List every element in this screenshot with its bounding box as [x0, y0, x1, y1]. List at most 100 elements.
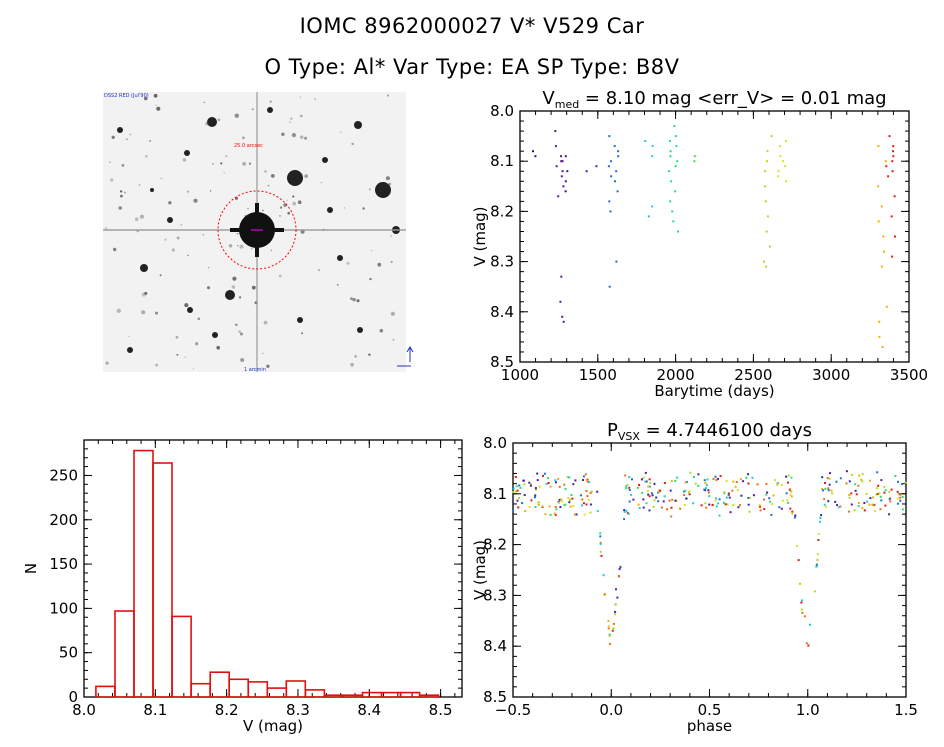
lightcurve-point [560, 275, 563, 278]
histogram-bar [285, 680, 307, 698]
phased-point [737, 506, 740, 509]
phased-point [863, 509, 866, 512]
phased-point [626, 483, 629, 486]
phased-point [647, 489, 649, 492]
phased-point [586, 478, 589, 481]
phased-point [545, 482, 548, 485]
phased-point [613, 613, 616, 616]
star-types-subtitle: O Type: Al* Var Type: EA SP Type: B8V [264, 55, 680, 79]
faint-star [301, 332, 304, 335]
phased-point [758, 504, 761, 507]
phased-point [830, 489, 833, 492]
phased-point [585, 503, 588, 506]
phased-point [516, 499, 519, 502]
phased-point [628, 489, 631, 491]
phased-point [879, 508, 882, 511]
phased-point [688, 490, 691, 493]
phased-point [772, 494, 775, 497]
faint-star [346, 261, 350, 265]
phased-point [533, 496, 536, 499]
lightcurve-point [892, 145, 895, 148]
phased-point [817, 553, 819, 555]
phased-point [728, 492, 730, 495]
phased-point [582, 479, 584, 481]
phased-point [897, 491, 900, 494]
phased-point [716, 477, 719, 480]
faint-star [231, 285, 236, 289]
phased-point [671, 498, 674, 501]
phased-point [718, 514, 721, 517]
faint-star [109, 161, 111, 163]
phased-point [657, 500, 660, 503]
phased-point [675, 499, 678, 502]
lightcurve-point [765, 230, 768, 233]
faint-star [356, 299, 360, 303]
phased-point [769, 500, 772, 503]
lightcurve-plot: 1000 1500 2000 2500 3000 3500 8.0 8.1 8.2 8.3 8.4 8… [471, 88, 928, 400]
faint-star [228, 244, 233, 248]
phased-point [809, 623, 811, 626]
phased-point [817, 533, 820, 536]
faint-star [270, 249, 273, 252]
phased-point [726, 503, 729, 506]
lightcurve-point [785, 180, 788, 183]
faint-star [209, 190, 212, 192]
faint-star [280, 206, 283, 209]
phased-point [636, 486, 639, 489]
phased-point [587, 498, 590, 501]
phased-point [790, 495, 793, 498]
faint-star [242, 162, 247, 166]
faint-star [370, 250, 373, 252]
phased-point [599, 543, 602, 545]
lightcurve-point [770, 135, 773, 138]
faint-star [250, 247, 253, 250]
phased-point [896, 497, 899, 500]
histogram-plot: 8.0 8.1 8.2 8.3 8.4 8.5 0 50 100 150 200 250 V (mag)… [22, 439, 463, 735]
phased-point [901, 483, 904, 485]
phased-point [630, 493, 633, 496]
y-tick-label: 8.0 [483, 434, 507, 452]
phased-point [827, 489, 830, 492]
y-axis-label: V (mag) [471, 206, 489, 266]
background-star-2 [207, 117, 217, 127]
phased-point [688, 492, 691, 494]
histogram-bar [304, 689, 326, 698]
faint-star [291, 133, 296, 138]
faint-star [368, 188, 371, 191]
faint-star [164, 238, 167, 241]
lightcurve-point [614, 180, 616, 183]
phased-point [837, 506, 840, 509]
histogram-bar [152, 462, 173, 698]
phased-point [617, 575, 620, 578]
faint-star [238, 330, 241, 334]
faint-star [263, 320, 268, 325]
phased-point [904, 481, 907, 484]
phased-point [765, 482, 768, 485]
histogram-bar [399, 691, 421, 698]
phased-point [571, 497, 574, 500]
lightcurve-point [607, 165, 610, 168]
faint-star [205, 122, 209, 126]
faint-star [124, 191, 126, 194]
phased-point [724, 503, 727, 506]
phased-point [725, 480, 728, 483]
phased-point [807, 644, 810, 647]
faint-star [270, 174, 275, 178]
phased-point [599, 532, 602, 535]
faint-star [352, 298, 356, 302]
faint-star [217, 118, 221, 122]
lightcurve-point [615, 170, 618, 173]
lightcurve-point [768, 245, 771, 248]
faint-star [314, 98, 317, 100]
lightcurve-point [784, 140, 787, 143]
y-tick-label: 8.2 [490, 202, 514, 220]
phased-point [624, 474, 627, 477]
faint-star [239, 296, 242, 299]
phased-point [781, 483, 783, 486]
x-axis-label: Barytime (days) [654, 382, 774, 400]
phased-point [896, 502, 899, 505]
phased-point [641, 491, 644, 494]
phased-point [836, 504, 839, 507]
phased-point [845, 482, 848, 485]
lightcurve-point [560, 160, 563, 163]
